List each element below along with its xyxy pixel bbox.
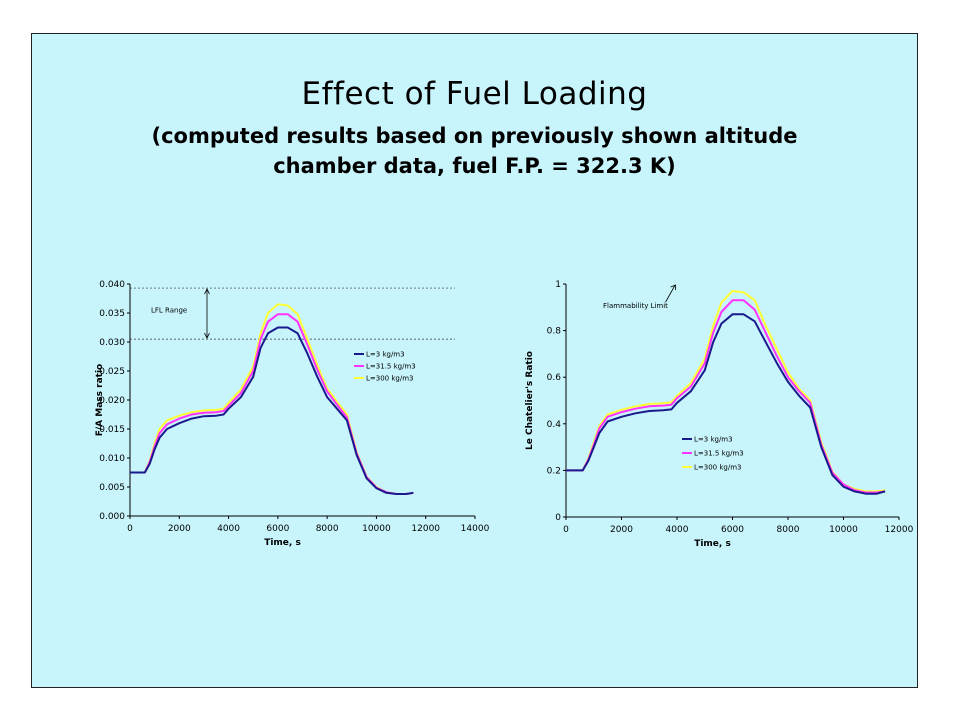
legend-label: L=31.5 kg/m3: [694, 450, 744, 458]
y-axis-title: Le Chatelier's Ratio: [525, 351, 535, 450]
y-tick-label: 0.005: [99, 483, 125, 493]
legend-label: L=300 kg/m3: [694, 464, 741, 472]
fa-mass-ratio-chart: 0.000 0.005 0.010 0.015 0.020 0.025 0.030 0.035…: [95, 280, 490, 548]
y-tick-label: 0: [555, 513, 561, 523]
x-tick-label: 12000: [411, 524, 440, 534]
le-chatelier-ratio-chart: 0 0.2 0.4 0.6 0.8 1 0 2000 4000 6000 8000 10000 1200…: [525, 280, 914, 549]
slide-subtitle-line1: (computed results based on previously sh…: [151, 124, 798, 148]
series-line-0: [130, 326, 414, 495]
lfl-arrowhead-top: [204, 288, 210, 295]
y-tick-label: 0.2: [547, 466, 561, 476]
x-tick-label: 2000: [168, 524, 191, 534]
legend-label: L=3 kg/m3: [694, 436, 733, 444]
x-tick-label: 2000: [610, 525, 633, 535]
y-tick-label: 0.8: [547, 327, 562, 337]
legend-label: L=300 kg/m3: [366, 375, 413, 383]
series-line-2: [130, 303, 414, 495]
slide-subtitle-line2: chamber data, fuel F.P. = 322.3 K): [273, 154, 676, 178]
x-tick-label: 6000: [721, 525, 744, 535]
x-axis-title: Time, s: [264, 538, 301, 548]
y-tick-label: 0.040: [99, 280, 125, 290]
y-tick-label: 0.010: [99, 454, 125, 464]
lfl-arrowhead-bottom: [204, 332, 210, 339]
series-line-1: [130, 313, 414, 495]
series-line-0: [566, 313, 886, 495]
x-tick-label: 6000: [266, 524, 289, 534]
flammability-arrow: [665, 285, 675, 303]
x-tick-label: 10000: [362, 524, 391, 534]
legend-label: L=3 kg/m3: [366, 351, 405, 359]
y-tick-label: 0.000: [99, 512, 125, 522]
flammability-arrowhead: [670, 284, 677, 290]
y-tick-label: 1: [555, 280, 561, 290]
y-tick-label: 0.035: [99, 309, 125, 319]
slide-title: Effect of Fuel Loading: [301, 76, 648, 112]
x-tick-label: 4000: [217, 524, 240, 534]
x-axis-title: Time, s: [694, 539, 731, 549]
x-tick-label: 12000: [885, 525, 914, 535]
x-tick-label: 10000: [829, 525, 858, 535]
legend-label: L=31.5 kg/m3: [366, 363, 416, 371]
y-tick-label: 0.6: [547, 373, 562, 383]
y-tick-label: 0.020: [99, 396, 125, 406]
y-tick-label: 0.025: [99, 367, 125, 377]
x-tick-label: 14000: [461, 524, 490, 534]
x-tick-label: 4000: [666, 525, 689, 535]
slide: Effect of Fuel Loading (computed results…: [31, 33, 918, 688]
x-tick-label: 8000: [316, 524, 339, 534]
y-tick-label: 0.030: [99, 338, 125, 348]
flammability-limit-label: Flammability Limit: [603, 302, 668, 310]
x-tick-label: 8000: [777, 525, 800, 535]
x-tick-label: 0: [127, 524, 133, 534]
lfl-range-label: LFL Range: [151, 307, 187, 315]
y-axis-title: F/A Mass ratio: [95, 364, 105, 437]
x-tick-label: 0: [563, 525, 569, 535]
y-tick-label: 0.015: [99, 425, 125, 435]
y-tick-label: 0.4: [547, 420, 562, 430]
